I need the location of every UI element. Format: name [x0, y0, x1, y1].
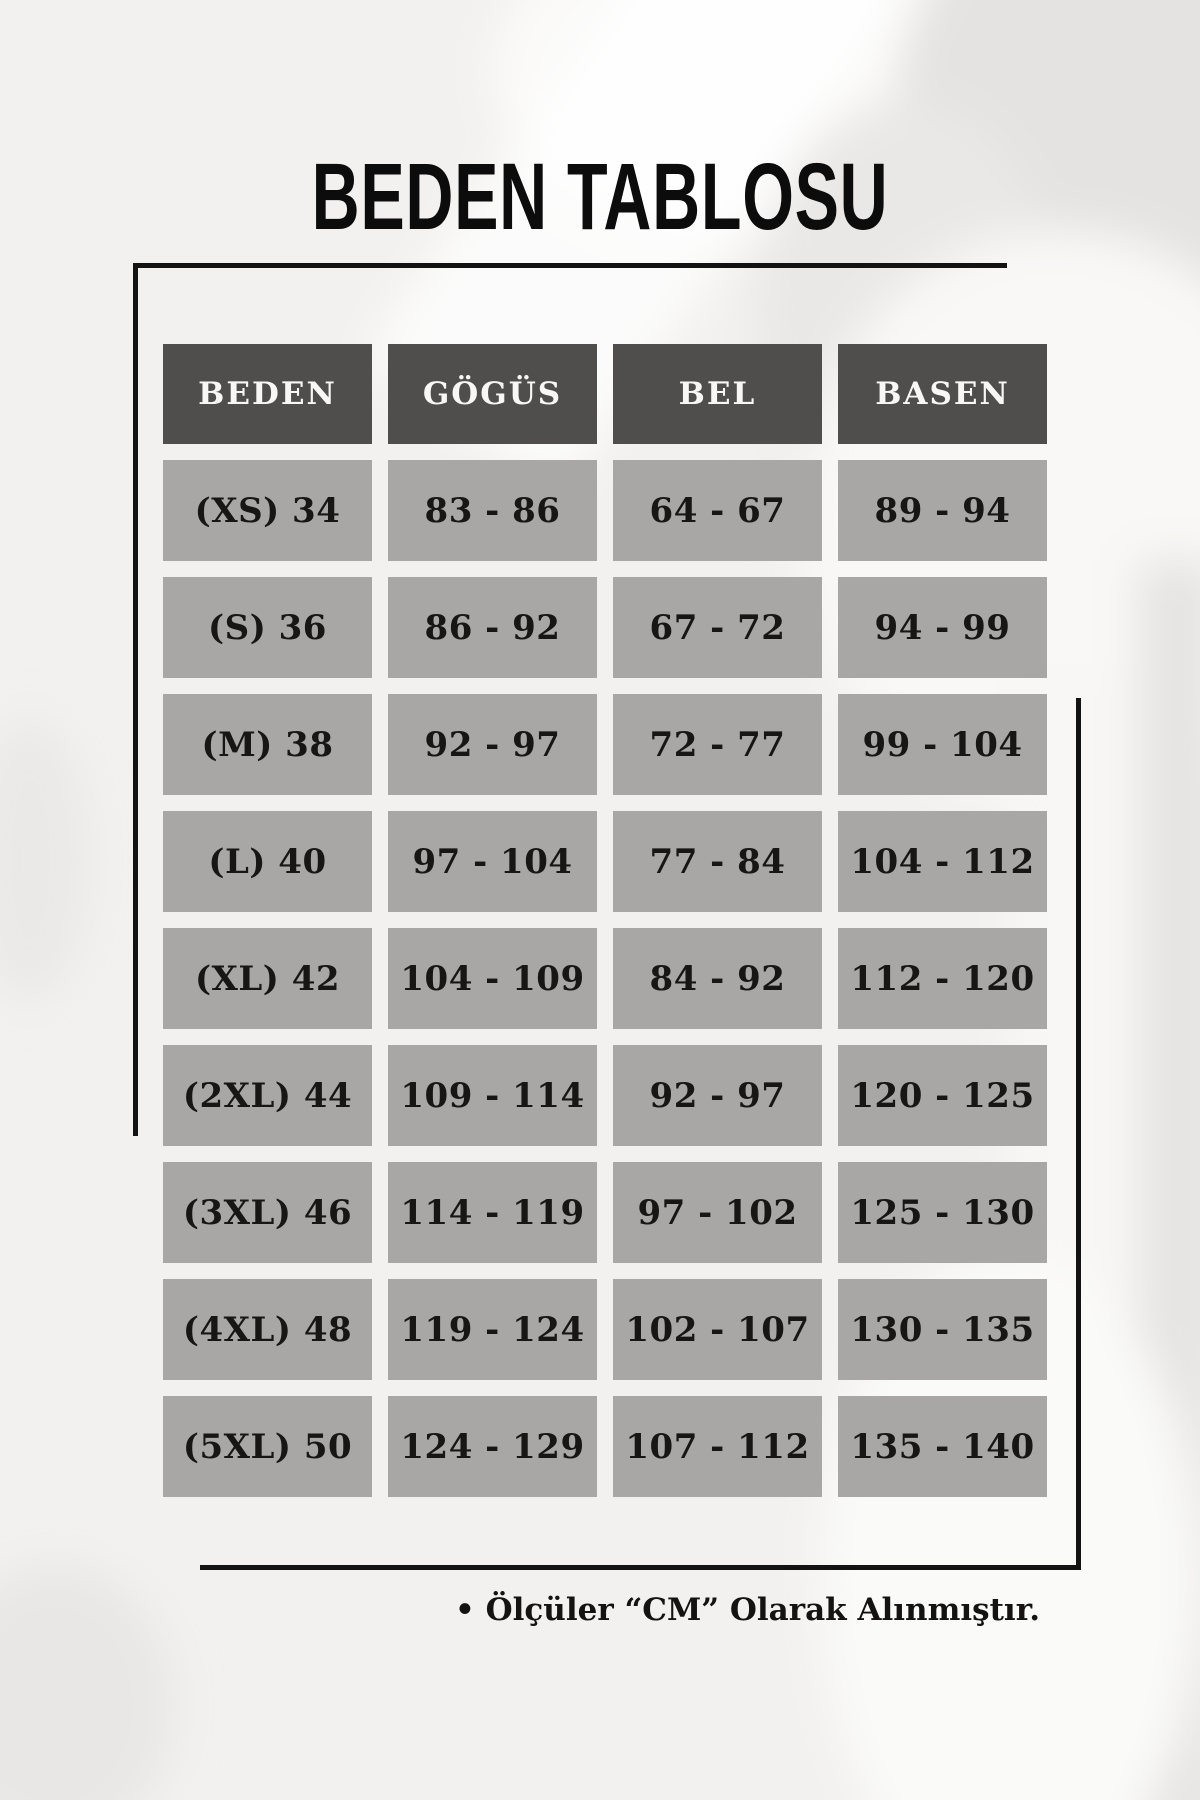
measurement-cell: 109 - 114: [388, 1045, 597, 1146]
measurement-cell: 97 - 104: [388, 811, 597, 912]
measurement-cell: 83 - 86: [388, 460, 597, 561]
table-header-cell-2: BEL: [613, 344, 822, 444]
table-header-cell-0: BEDEN: [163, 344, 372, 444]
measurement-cell: 64 - 67: [613, 460, 822, 561]
size-label-cell: (5XL) 50: [163, 1396, 372, 1497]
measurement-cell: 120 - 125: [838, 1045, 1047, 1146]
size-table: BEDEN GÖGÜS BEL BASEN (XS) 34 83 - 86 64 - 67 8…: [163, 344, 1047, 1497]
measurement-cell: 94 - 99: [838, 577, 1047, 678]
measurement-unit-note: • Ölçüler “CM” Olarak Alınmıştır.: [455, 1592, 1040, 1628]
page-title: BEDEN TABLOSU: [311, 144, 889, 250]
measurement-cell: 124 - 129: [388, 1396, 597, 1497]
measurement-cell: 135 - 140: [838, 1396, 1047, 1497]
measurement-cell: 92 - 97: [388, 694, 597, 795]
size-label-cell: (4XL) 48: [163, 1279, 372, 1380]
measurement-cell: 104 - 112: [838, 811, 1047, 912]
decor-line-bottom-right: [200, 698, 1081, 1570]
table-header-cell-1: GÖGÜS: [388, 344, 597, 444]
table-header-cell-3: BASEN: [838, 344, 1047, 444]
measurement-cell: 77 - 84: [613, 811, 822, 912]
measurement-cell: 86 - 92: [388, 577, 597, 678]
measurement-cell: 84 - 92: [613, 928, 822, 1029]
measurement-cell: 107 - 112: [613, 1396, 822, 1497]
decor-line-top-left: [133, 263, 1007, 1136]
measurement-cell: 112 - 120: [838, 928, 1047, 1029]
size-label-cell: (XS) 34: [163, 460, 372, 561]
measurement-cell: 99 - 104: [838, 694, 1047, 795]
size-label-cell: (S) 36: [163, 577, 372, 678]
size-label-cell: (M) 38: [163, 694, 372, 795]
measurement-cell: 125 - 130: [838, 1162, 1047, 1263]
size-label-cell: (3XL) 46: [163, 1162, 372, 1263]
measurement-cell: 102 - 107: [613, 1279, 822, 1380]
size-label-cell: (XL) 42: [163, 928, 372, 1029]
size-label-cell: (2XL) 44: [163, 1045, 372, 1146]
measurement-cell: 130 - 135: [838, 1279, 1047, 1380]
measurement-cell: 89 - 94: [838, 460, 1047, 561]
measurement-cell: 72 - 77: [613, 694, 822, 795]
size-label-cell: (L) 40: [163, 811, 372, 912]
measurement-cell: 104 - 109: [388, 928, 597, 1029]
measurement-cell: 114 - 119: [388, 1162, 597, 1263]
measurement-cell: 67 - 72: [613, 577, 822, 678]
measurement-cell: 92 - 97: [613, 1045, 822, 1146]
measurement-cell: 119 - 124: [388, 1279, 597, 1380]
measurement-cell: 97 - 102: [613, 1162, 822, 1263]
